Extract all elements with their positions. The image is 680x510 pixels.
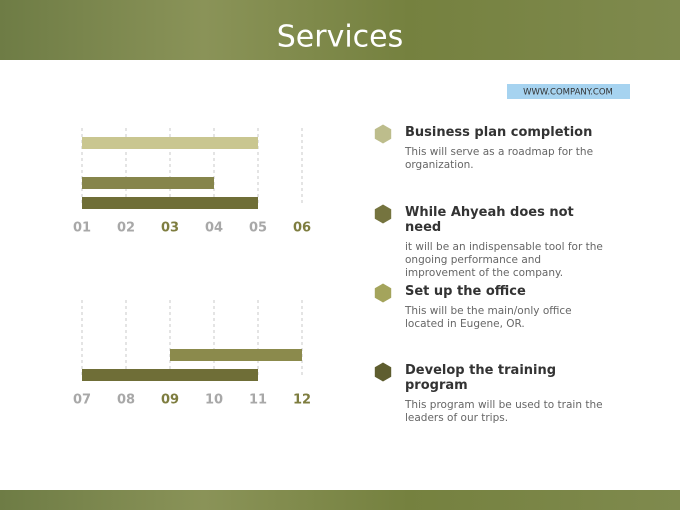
x-tick-label: 08: [117, 393, 135, 408]
item-description: it will be an indispensable tool for the…: [405, 241, 603, 279]
service-item: Set up the office This will be the main/o…: [405, 284, 605, 331]
x-tick-label: 07: [73, 393, 91, 408]
hexagon-icon: [374, 362, 392, 382]
slide-title: Services: [277, 20, 404, 55]
x-tick-label: 11: [249, 393, 267, 408]
x-tick-label: 02: [117, 221, 135, 236]
task-bar: [170, 349, 302, 361]
x-tick-label: 10: [205, 393, 223, 408]
item-heading: While Ahyeah does not need: [405, 205, 574, 235]
x-tick-label: 06: [293, 221, 311, 236]
task-bar: [82, 369, 258, 381]
x-tick-label: 03: [161, 221, 179, 236]
x-tick-label: 01: [73, 221, 91, 236]
item-heading: Develop the training program: [405, 363, 557, 393]
task-bar: [82, 137, 258, 149]
item-heading: Set up the office: [405, 284, 526, 299]
item-description: This will serve as a roadmap for the org…: [405, 146, 594, 171]
x-tick-label: 09: [161, 393, 179, 408]
x-tick-label: 04: [205, 221, 223, 236]
hexagon-icon: [374, 283, 392, 303]
service-item: Develop the training program This program…: [405, 363, 605, 425]
hexagon-icon: [374, 124, 392, 144]
item-description: This program will be used to train the l…: [405, 399, 603, 424]
item-heading: Business plan completion: [405, 125, 593, 140]
hexagon-icon: [374, 204, 392, 224]
x-tick-label: 05: [249, 221, 267, 236]
task-bar: [82, 177, 214, 189]
footer-banner: [0, 490, 680, 510]
item-description: This will be the main/only office locate…: [405, 305, 572, 330]
service-item: Business plan completion This will serve …: [405, 125, 605, 172]
url-box: [507, 84, 630, 99]
task-bar: [82, 197, 258, 209]
url: WWW.COMPANY.COM: [523, 88, 613, 98]
service-item: While Ahyeah does not need it will be an …: [405, 205, 605, 280]
header-banner: [0, 0, 680, 60]
x-tick-label: 12: [293, 393, 311, 408]
